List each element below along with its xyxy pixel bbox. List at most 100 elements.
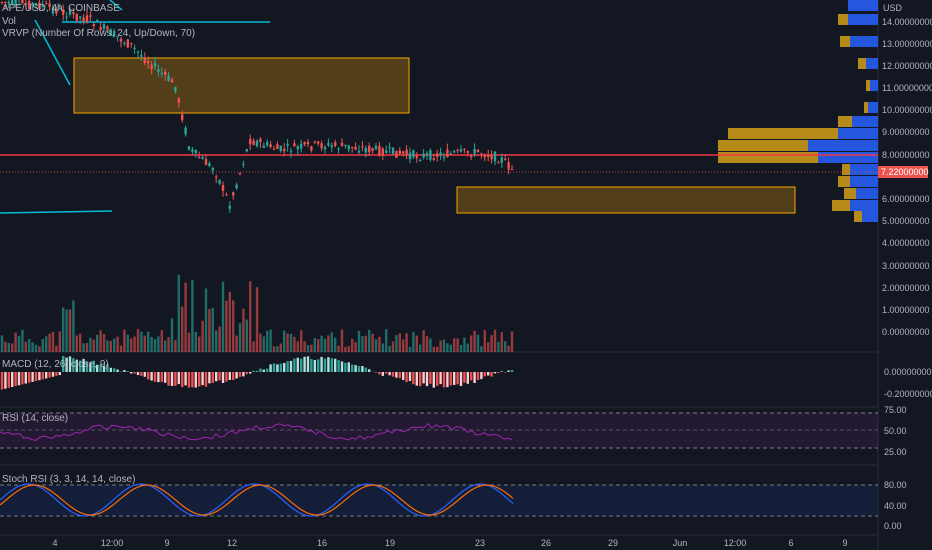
candle-body — [198, 156, 201, 158]
candle-body — [306, 142, 310, 145]
volume-bar — [497, 341, 500, 352]
macd-bar — [408, 372, 412, 382]
volume-bar — [187, 332, 191, 352]
macd-bar — [306, 356, 310, 372]
candle-body — [483, 155, 486, 158]
volume-bar — [422, 330, 425, 352]
candle-body — [405, 149, 408, 155]
macd-bar — [177, 372, 180, 385]
volume-bar — [364, 335, 367, 352]
volume-bar — [45, 336, 48, 352]
macd-bar — [310, 359, 313, 372]
candle-body — [412, 150, 415, 158]
volume-bar — [347, 346, 350, 352]
macd-bar — [473, 372, 476, 383]
candle-body — [354, 146, 357, 150]
candle-body — [391, 147, 395, 154]
candle-body — [232, 192, 235, 196]
macd-bar — [28, 372, 31, 383]
candle-body — [279, 145, 282, 152]
candle-body — [130, 42, 133, 45]
candle-body — [422, 153, 425, 158]
macd-bar — [82, 358, 85, 372]
volume-bar — [116, 336, 119, 352]
volume-bar — [317, 339, 320, 352]
macd-bar — [395, 372, 398, 378]
volume-bar — [38, 346, 41, 352]
volume-bar — [160, 330, 163, 352]
volume-bar — [24, 341, 27, 352]
candle-body — [313, 141, 316, 143]
volume-bar — [75, 335, 78, 352]
candle-body — [228, 205, 231, 209]
macd-bar — [181, 372, 184, 388]
candle-body — [187, 146, 191, 150]
candle-body — [204, 159, 208, 166]
candle-body — [109, 29, 112, 36]
macd-bar — [242, 372, 245, 377]
candle-body — [245, 149, 248, 152]
volume-bar — [300, 330, 303, 352]
macd-bar — [164, 372, 167, 383]
candle-body — [408, 152, 412, 160]
macd-bar — [436, 372, 439, 386]
macd-bar — [449, 372, 452, 386]
volume-bar — [150, 336, 153, 352]
candle-body — [143, 57, 146, 63]
macd-bar — [150, 372, 153, 381]
candle-body — [201, 157, 204, 160]
candle-body — [41, 4, 44, 7]
macd-bar — [153, 372, 157, 382]
price-tick: 14.00000000 — [882, 17, 932, 27]
candle-body — [0, 2, 4, 4]
candle-body — [507, 162, 510, 170]
macd-bar — [381, 372, 384, 376]
time-tick: 16 — [317, 538, 327, 548]
volume-bar — [11, 343, 14, 352]
macd-bar — [24, 372, 27, 384]
macd-bar — [272, 363, 276, 372]
macd-bar — [133, 372, 136, 374]
volume-bar — [106, 340, 109, 352]
macd-bar — [262, 369, 265, 372]
volume-bar — [344, 346, 347, 352]
volume-bar — [310, 344, 313, 352]
candle-body — [249, 138, 252, 145]
volume-bar — [181, 306, 184, 352]
macd-label[interactable]: MACD (12, 26, close, 9) — [2, 359, 109, 370]
candle-body — [378, 145, 381, 156]
symbol-title[interactable]: APE/USD, 4h, COINBASE — [2, 3, 120, 14]
candle-body — [504, 158, 507, 160]
volume-bar — [279, 343, 282, 352]
vol-label[interactable]: Vol — [2, 16, 16, 27]
macd-bar — [106, 364, 109, 372]
candle-body — [235, 184, 238, 189]
candle-body — [31, 2, 34, 5]
macd-bar — [300, 358, 303, 372]
macd-bar — [194, 372, 197, 388]
macd-bar — [215, 372, 218, 382]
vrvp-label[interactable]: VRVP (Number Of Rows, 24, Up/Down, 70) — [2, 28, 196, 39]
volume-bar — [92, 339, 95, 352]
volume-bar — [259, 333, 262, 352]
volume-bar — [402, 339, 405, 352]
candle-body — [123, 42, 126, 44]
stoch-label[interactable]: Stoch RSI (3, 3, 14, 14, close) — [2, 474, 136, 485]
price-tick: 4.00000000 — [882, 238, 930, 248]
macd-bar — [21, 372, 24, 385]
time-tick: Jun — [673, 538, 688, 548]
candle-body — [456, 149, 459, 151]
trend-line — [0, 210, 113, 214]
volume-bar — [459, 345, 463, 352]
volume-bar — [133, 336, 136, 352]
candle-body — [174, 86, 177, 92]
candle-body — [259, 138, 262, 142]
macd-bar — [493, 372, 497, 374]
macd-bar — [4, 372, 7, 389]
time-tick: 26 — [541, 538, 551, 548]
candle-body — [473, 148, 476, 154]
rsi-label[interactable]: RSI (14, close) — [2, 413, 69, 424]
rsi-tick: 75.00 — [884, 405, 907, 415]
candle-body — [500, 157, 503, 163]
